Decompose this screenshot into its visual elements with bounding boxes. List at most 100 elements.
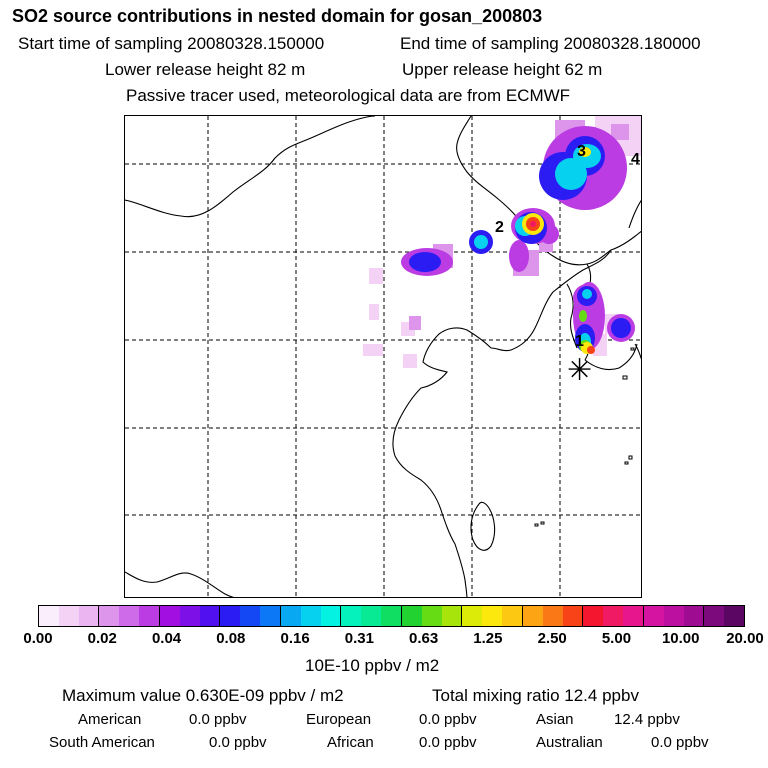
lower-height-label: Lower release height 82 m xyxy=(105,60,306,79)
colorbar-tick-label: 10.00 xyxy=(661,630,700,647)
plume-cell-blue xyxy=(611,318,631,338)
colorbar-swatch xyxy=(542,606,563,626)
colorbar-swatch xyxy=(300,606,321,626)
colorbar-swatch xyxy=(99,606,120,626)
colorbar-swatch xyxy=(39,606,59,626)
colorbar-tick-label: 20.00 xyxy=(726,630,764,647)
plume-cell-pink xyxy=(611,124,629,140)
island xyxy=(630,347,635,351)
island xyxy=(540,521,545,525)
colorbar-swatch xyxy=(381,606,402,626)
colorbar-swatch xyxy=(78,606,100,626)
island xyxy=(624,461,629,465)
colorbar-swatch xyxy=(522,606,543,626)
source-marker-1: 1 xyxy=(575,333,584,350)
colorbar-swatch xyxy=(179,606,200,626)
australian-label: Australian xyxy=(536,734,603,751)
colorbar-swatch xyxy=(502,606,523,626)
island xyxy=(534,523,539,527)
south-american-label: South American xyxy=(49,734,155,751)
plume-cell-lilac xyxy=(369,268,383,284)
island xyxy=(628,455,633,460)
asian-label: Asian xyxy=(536,711,574,728)
colorbar-swatch xyxy=(58,606,79,626)
hainan-area xyxy=(125,571,234,597)
colorbar-tick-label: 0.04 xyxy=(151,630,182,647)
plume-cell-green xyxy=(579,310,587,322)
colorbar-swatch xyxy=(139,606,160,626)
plume-cell-lilac xyxy=(369,304,379,320)
colorbar-swatch xyxy=(220,606,241,626)
colorbar-tick-label: 0.02 xyxy=(87,630,117,647)
colorbar-units: 10E-10 ppbv / m2 xyxy=(305,656,440,675)
colorbar-swatch xyxy=(240,606,261,626)
colorbar-tick-label: 0.08 xyxy=(216,630,246,647)
colorbar-swatch xyxy=(683,606,705,626)
colorbar-swatch xyxy=(724,606,744,626)
australian-value: 0.0 ppbv xyxy=(651,734,709,751)
plume-cell-magenta xyxy=(530,221,536,227)
plume-cell-cyan xyxy=(582,289,592,299)
colorbar-tick-label: 0.00 xyxy=(23,630,53,647)
colorbar-swatch xyxy=(320,606,342,626)
end-time-label: End time of sampling 20080328.180000 xyxy=(400,34,701,53)
start-time-label: Start time of sampling 20080328.150000 xyxy=(18,34,325,53)
map-panel: ✳ 1 2 3 4 xyxy=(124,115,642,598)
colorbar-swatch xyxy=(643,606,664,626)
american-label: American xyxy=(78,711,142,728)
colorbar-tick-label: 5.00 xyxy=(601,630,632,647)
plume-cell-lilac xyxy=(403,354,417,368)
colorbar-swatch xyxy=(421,606,442,626)
colorbar-swatch xyxy=(583,606,604,626)
taiwan-island xyxy=(470,501,496,551)
european-label: European xyxy=(306,711,372,728)
colorbar-tick-label: 2.50 xyxy=(537,630,567,647)
chart-title: SO2 source contributions in nested domai… xyxy=(12,6,543,26)
chinese-coastline xyxy=(392,327,492,597)
island xyxy=(622,375,628,380)
bohai-coastline xyxy=(490,249,612,352)
colorbar-swatch xyxy=(663,606,684,626)
colorbar-swatch xyxy=(119,606,140,626)
colorbar-tick-label: 0.16 xyxy=(280,630,310,647)
plume-cell-lilac xyxy=(363,344,383,356)
colorbar-swatch xyxy=(341,606,362,626)
korea-china-border xyxy=(456,116,612,266)
source-marker-3: 3 xyxy=(577,143,586,160)
china-northern-border xyxy=(125,116,376,218)
colorbar-swatch xyxy=(260,606,281,626)
plume-cell-cyan xyxy=(555,158,587,190)
colorbar-swatch xyxy=(623,606,644,626)
japan-honshu xyxy=(628,199,641,229)
colorbar-tick-label: 0.31 xyxy=(344,630,374,647)
colorbar-swatch xyxy=(199,606,221,626)
japan-kyushu xyxy=(634,343,641,360)
plume-cell-blue xyxy=(409,252,441,272)
asian-value: 12.4 ppbv xyxy=(614,711,680,728)
color-scale-bar xyxy=(38,605,745,627)
colorbar-swatch xyxy=(401,606,422,626)
colorbar-swatch xyxy=(280,606,301,626)
korean-peninsula-east xyxy=(610,230,641,251)
plume-cell-violet xyxy=(509,240,529,272)
tracer-note: Passive tracer used, meteorological data… xyxy=(126,86,571,105)
colorbar-swatch xyxy=(361,606,382,626)
korean-peninsula-south xyxy=(584,343,638,371)
plume-cell-pink xyxy=(409,316,421,330)
african-label: African xyxy=(327,734,374,751)
colorbar-swatch xyxy=(462,606,483,626)
colorbar-swatch xyxy=(562,606,584,626)
colorbar-tick-label: 1.25 xyxy=(473,630,503,647)
plume-cell-cyan xyxy=(474,235,488,249)
source-marker-4: 4 xyxy=(631,151,640,168)
source-marker-2: 2 xyxy=(495,219,504,236)
plume-cell-red xyxy=(587,346,595,354)
european-value: 0.0 ppbv xyxy=(419,711,477,728)
colorbar-swatch xyxy=(482,606,503,626)
receptor-marker: ✳ xyxy=(567,353,592,388)
colorbar-swatch xyxy=(441,606,463,626)
map-canvas: ✳ 1 2 3 4 xyxy=(125,116,641,597)
african-value: 0.0 ppbv xyxy=(419,734,477,751)
upper-height-label: Upper release height 62 m xyxy=(402,60,603,79)
american-value: 0.0 ppbv xyxy=(189,711,247,728)
